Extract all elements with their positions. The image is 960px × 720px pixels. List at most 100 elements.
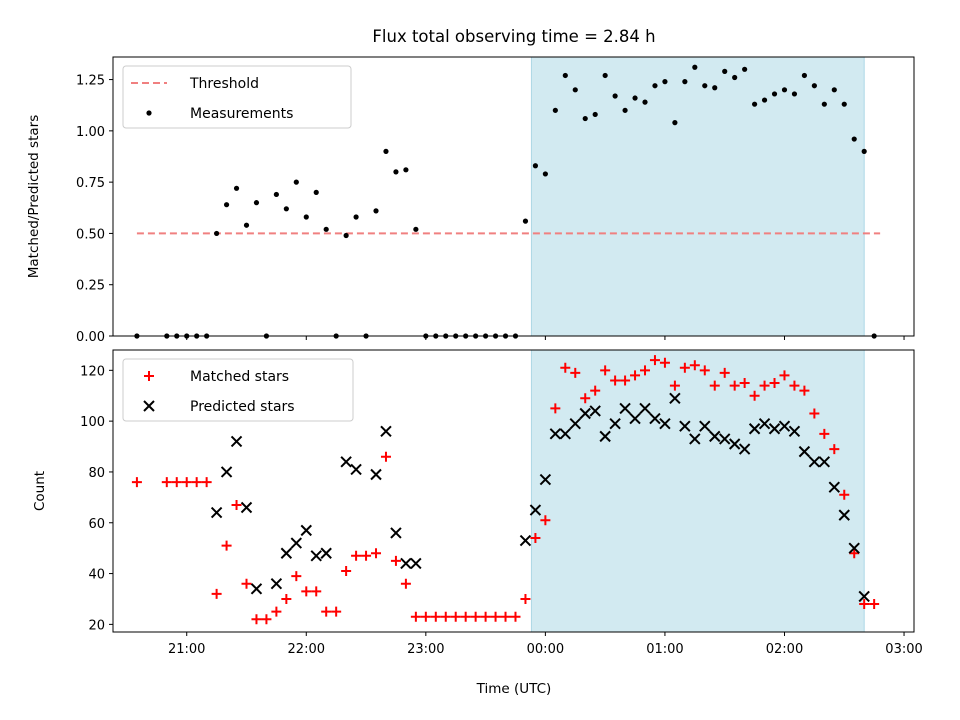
matched-point bbox=[699, 365, 710, 376]
predicted-point bbox=[559, 428, 572, 440]
matched-point bbox=[361, 550, 372, 561]
matched-point bbox=[769, 378, 780, 389]
measurement-point bbox=[652, 83, 658, 89]
predicted-point bbox=[310, 550, 322, 562]
matched-point bbox=[540, 515, 551, 526]
measurement-point bbox=[612, 93, 618, 99]
matched-point bbox=[490, 611, 501, 622]
matched-point bbox=[709, 380, 720, 391]
matched-point bbox=[530, 533, 541, 543]
predicted-point bbox=[738, 443, 751, 455]
matched-point bbox=[341, 566, 352, 577]
matched-point bbox=[789, 380, 800, 391]
measurement-point bbox=[403, 167, 409, 173]
predicted-point bbox=[639, 402, 651, 415]
matched-point bbox=[410, 611, 421, 622]
y-tick-label: 1.00 bbox=[76, 125, 105, 140]
measurement-point bbox=[293, 179, 299, 185]
matched-point bbox=[271, 606, 282, 617]
measurement-point bbox=[223, 202, 230, 208]
predicted-point bbox=[838, 509, 850, 521]
ratio-panel: 0.00 0.25 0.50 0.75 1.00 1.25 Matched/Predicte… bbox=[26, 56, 915, 345]
matched-point bbox=[560, 362, 571, 373]
matched-point bbox=[311, 586, 322, 597]
matched-point bbox=[640, 365, 651, 376]
predicted-point bbox=[589, 405, 601, 417]
matched-point bbox=[500, 611, 511, 622]
matched-point bbox=[659, 357, 670, 368]
predicted-point bbox=[220, 466, 233, 478]
matched-point bbox=[261, 614, 272, 625]
measurement-point bbox=[642, 99, 648, 105]
predicted-point bbox=[689, 433, 701, 445]
matched-point bbox=[570, 367, 581, 378]
y-tick-label: 100 bbox=[80, 415, 105, 430]
predicted-point bbox=[569, 417, 581, 430]
matched-point bbox=[620, 375, 631, 386]
measurement-point bbox=[722, 68, 728, 74]
measurement-point bbox=[273, 191, 279, 198]
matched-point bbox=[420, 611, 431, 622]
predicted-point bbox=[709, 430, 721, 443]
y-tick-label: 1.25 bbox=[76, 74, 105, 89]
matched-point bbox=[201, 477, 212, 488]
predicted-point bbox=[798, 445, 811, 458]
matched-point bbox=[520, 593, 531, 604]
measurement-point bbox=[572, 87, 578, 93]
measurement-point bbox=[801, 72, 808, 79]
measurement-point bbox=[841, 101, 847, 107]
matched-point bbox=[480, 611, 491, 622]
x-tick-label: 21:00 bbox=[168, 642, 205, 657]
measurement-point bbox=[791, 91, 798, 97]
matched-point bbox=[251, 614, 262, 625]
measurement-point bbox=[632, 95, 638, 101]
matched-point bbox=[679, 362, 690, 373]
matched-point bbox=[161, 477, 172, 488]
measurement-point bbox=[253, 200, 260, 206]
measurement-point bbox=[771, 91, 778, 97]
predicted-point bbox=[808, 456, 821, 468]
legend-box bbox=[122, 358, 354, 422]
matched-point bbox=[331, 606, 342, 617]
matched-point bbox=[749, 390, 760, 401]
x-axis-label: Time (UTC) bbox=[476, 681, 552, 697]
measurement-point bbox=[413, 226, 419, 232]
y-tick-label: 120 bbox=[80, 364, 105, 379]
measurement-point bbox=[542, 171, 548, 177]
matched-point bbox=[799, 385, 810, 396]
matched-point bbox=[371, 548, 382, 559]
measurement-point bbox=[861, 148, 867, 154]
measurement-point bbox=[243, 222, 250, 228]
matched-point bbox=[839, 489, 850, 500]
matched-point bbox=[719, 367, 730, 378]
matched-point bbox=[630, 370, 641, 381]
shaded-region bbox=[531, 350, 865, 632]
predicted-point bbox=[539, 473, 552, 486]
y-tick-label: 80 bbox=[88, 466, 105, 481]
legend-label: Threshold bbox=[189, 76, 259, 92]
measurement-point bbox=[313, 189, 319, 195]
measurement-point bbox=[214, 230, 220, 237]
predicted-point bbox=[210, 506, 223, 519]
x-tick-label: 01:00 bbox=[646, 642, 683, 657]
matched-point bbox=[869, 599, 880, 610]
measurement-point bbox=[602, 72, 608, 79]
matched-point bbox=[291, 571, 302, 582]
predicted-point bbox=[599, 430, 611, 443]
predicted-point bbox=[758, 417, 771, 430]
measurement-point bbox=[532, 163, 539, 169]
predicted-point bbox=[400, 557, 412, 570]
predicted-point bbox=[619, 402, 631, 415]
matched-point bbox=[849, 548, 860, 559]
predicted-point bbox=[290, 537, 303, 549]
predicted-point bbox=[828, 481, 841, 493]
measurement-point bbox=[692, 64, 698, 70]
legend-label: Predicted stars bbox=[190, 399, 295, 415]
predicted-point bbox=[250, 583, 263, 595]
predicted-point bbox=[719, 433, 731, 445]
matched-point bbox=[610, 375, 621, 386]
matched-point bbox=[649, 355, 660, 366]
measurement-point bbox=[702, 83, 708, 89]
matched-point bbox=[669, 380, 680, 391]
